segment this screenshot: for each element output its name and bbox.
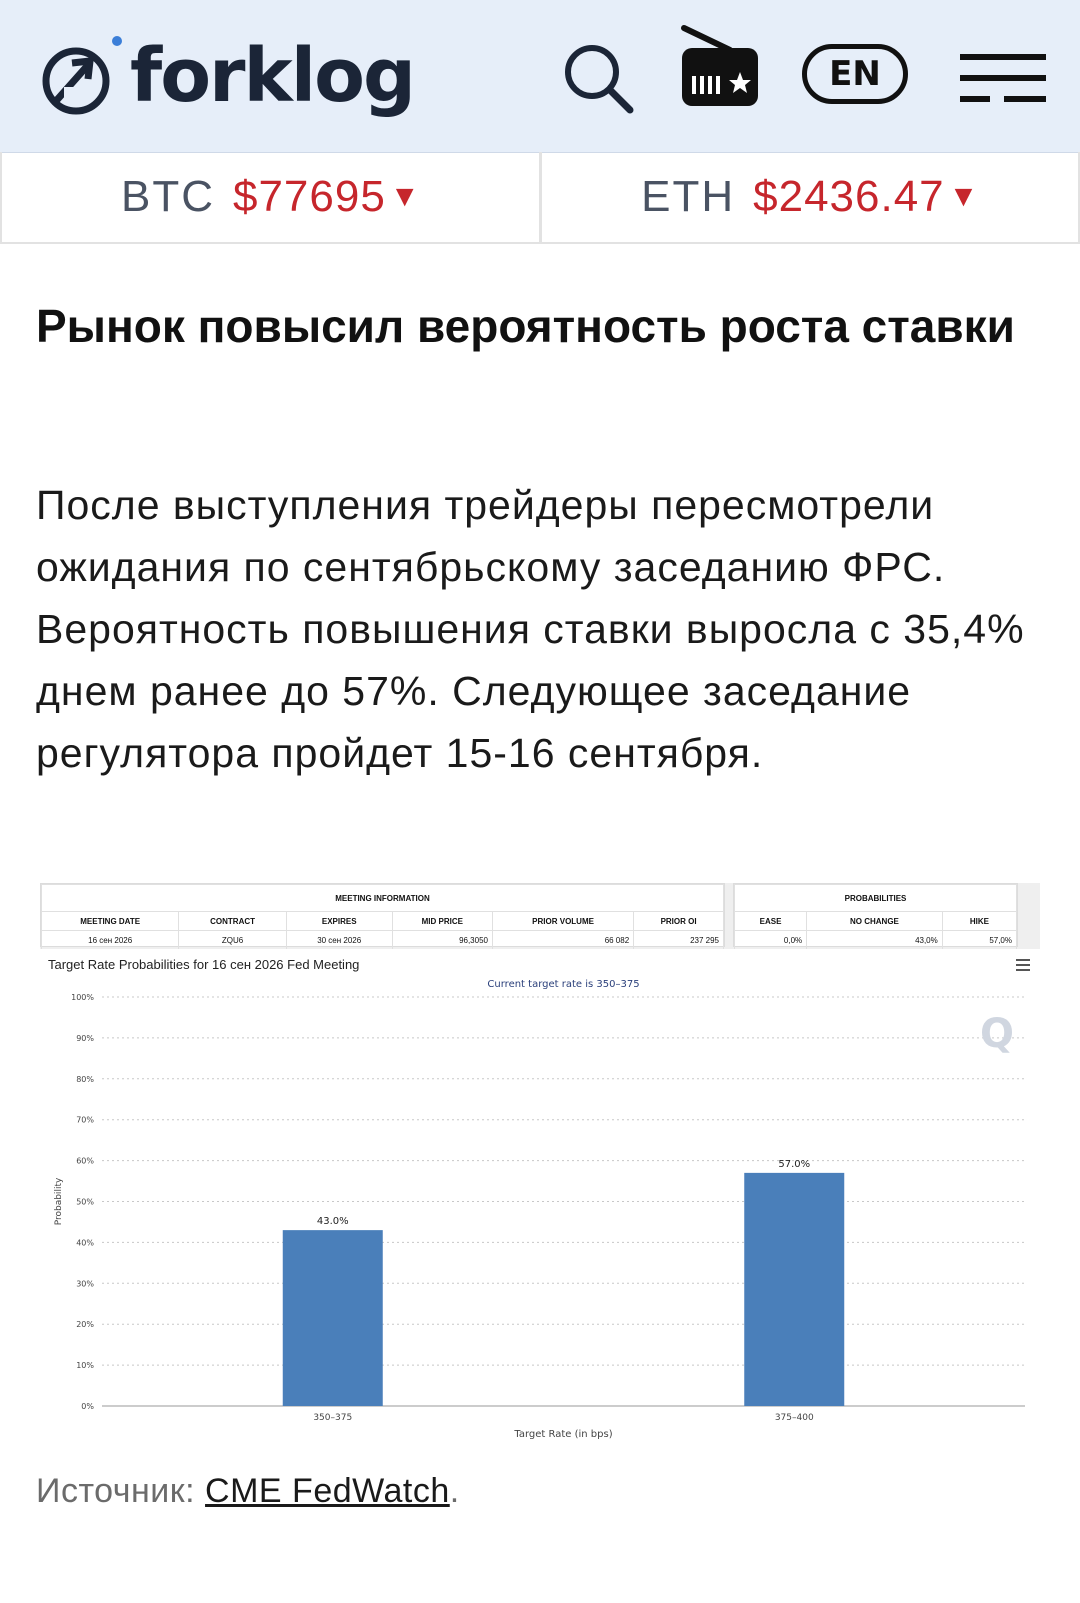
meeting-info-header: MEETING INFORMATION (41, 884, 724, 912)
site-logo[interactable]: forklog (34, 30, 416, 122)
watermark-icon: Q (980, 1011, 1014, 1057)
ticker-symbol: BTC (120, 172, 215, 221)
ticker-price: $77695 (232, 172, 386, 221)
x-tick-label: 350–375 (313, 1413, 352, 1423)
table-cell: 16 сен 2026 (40, 930, 180, 950)
y-tick-label: 10% (76, 1361, 94, 1370)
column-header: PRIOR VOLUME (491, 911, 635, 931)
table-cell: 0,0% (733, 930, 808, 950)
chart-title: Target Rate Probabilities for 16 сен 202… (48, 957, 360, 972)
y-tick-label: 50% (76, 1198, 94, 1207)
y-tick-label: 90% (76, 1034, 94, 1043)
ticker-symbol: ETH (641, 172, 736, 221)
y-tick-label: 60% (76, 1157, 94, 1166)
menu-icon[interactable] (960, 54, 1046, 102)
column-header: MEETING DATE (40, 911, 180, 931)
cme-fedwatch-image: MEETING INFORMATION MEETING DATE CONTRAC… (40, 883, 1040, 1455)
forklog-logo-icon (42, 36, 122, 115)
table-cell: 237 295 (633, 930, 724, 950)
column-header: PRIOR OI (633, 911, 724, 931)
probabilities-header: PROBABILITIES (734, 884, 1017, 912)
column-header: MID PRICE (391, 911, 493, 931)
logo-text: forklog (130, 33, 416, 119)
source-label: Источник: (36, 1472, 196, 1510)
y-axis-label: Probability (54, 1177, 64, 1225)
y-tick-label: 80% (76, 1075, 94, 1084)
site-header: forklog EN (0, 0, 1080, 153)
down-arrow-icon: ▼ (389, 180, 420, 213)
ticker-eth[interactable]: ETH $2436.47 ▼ (539, 152, 1080, 242)
meeting-information-table: MEETING INFORMATION MEETING DATE CONTRAC… (40, 883, 725, 950)
bar-data-label: 43.0% (317, 1216, 349, 1227)
y-tick-label: 70% (76, 1116, 94, 1125)
column-header: HIKE (941, 911, 1018, 931)
radio-icon[interactable] (678, 22, 762, 110)
probabilities-table: PROBABILITIES EASE NO CHANGE HIKE 0,0% 4… (733, 883, 1018, 950)
ticker-btc[interactable]: BTC $77695 ▼ (0, 152, 540, 242)
y-tick-label: 0% (81, 1402, 94, 1411)
source-link[interactable]: CME FedWatch (205, 1472, 450, 1510)
y-tick-label: 100% (71, 993, 94, 1002)
chart-menu-icon[interactable] (1016, 959, 1030, 971)
language-button[interactable]: EN (802, 44, 908, 104)
x-axis-label: Target Rate (in bps) (513, 1429, 612, 1440)
column-header: EXPIRES (285, 911, 393, 931)
column-header: NO CHANGE (806, 911, 943, 931)
table-cell: ZQU6 (178, 930, 287, 950)
source-line: Источник: CME FedWatch. (36, 1472, 460, 1511)
chart-subtitle: Current target rate is 350–375 (487, 979, 639, 990)
table-cell: 66 082 (491, 930, 635, 950)
table-cell: 57,0% (941, 930, 1018, 950)
y-tick-label: 20% (76, 1320, 94, 1329)
bar-data-label: 57.0% (778, 1159, 810, 1170)
source-trailing: . (449, 1472, 460, 1510)
y-tick-label: 30% (76, 1279, 94, 1288)
search-icon[interactable] (560, 40, 636, 116)
down-arrow-icon: ▼ (948, 180, 979, 213)
y-tick-label: 40% (76, 1238, 94, 1247)
price-ticker: BTC $77695 ▼ ETH $2436.47 ▼ (0, 152, 1080, 244)
bar (282, 1230, 383, 1406)
bar (744, 1172, 845, 1406)
article-heading: Рынок повысил вероятность роста ставки (36, 300, 1015, 352)
x-tick-label: 375–400 (775, 1413, 814, 1423)
chart-svg: Current target rate is 350–375 0% 10% 20% 30… (54, 979, 1025, 1440)
table-cell: 96,3050 (391, 930, 493, 950)
table-cell: 30 сен 2026 (285, 930, 393, 950)
column-header: CONTRACT (178, 911, 287, 931)
column-header: EASE (733, 911, 808, 931)
ticker-price: $2436.47 (753, 172, 945, 221)
article-paragraph: После выступления трейдеры пересмотрели … (36, 482, 1025, 776)
table-cell: 43,0% (806, 930, 943, 950)
probability-chart: Target Rate Probabilities for 16 сен 202… (40, 949, 1040, 1455)
